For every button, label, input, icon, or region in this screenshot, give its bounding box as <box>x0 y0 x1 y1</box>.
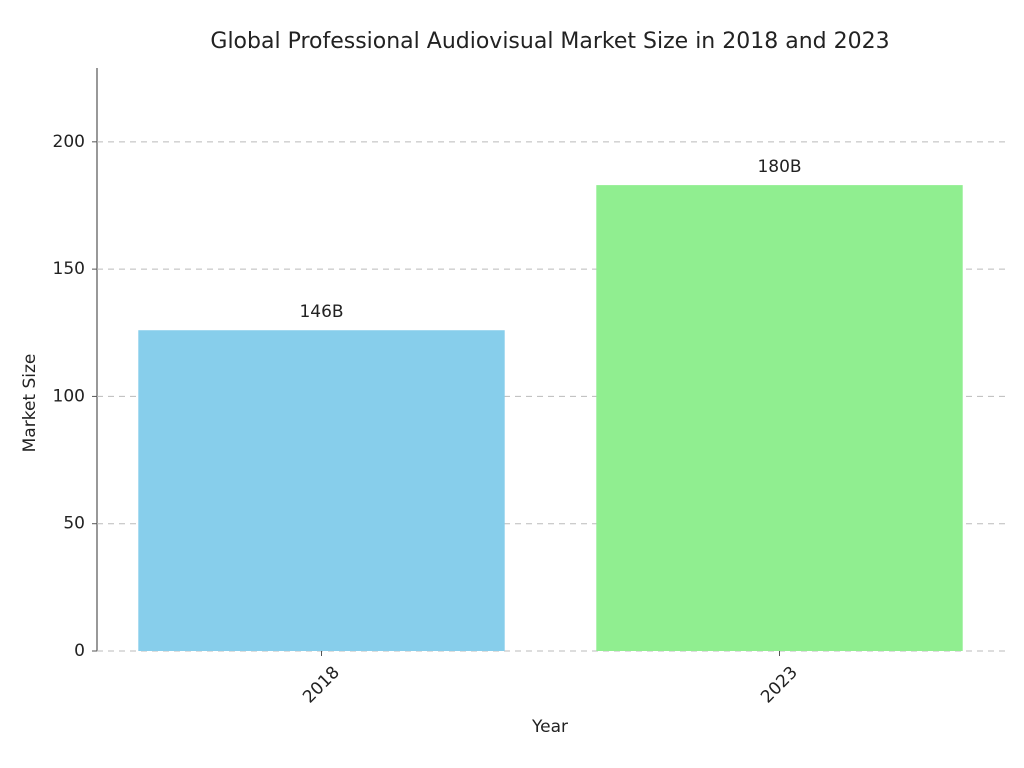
y-axis-label: Market Size <box>20 354 40 453</box>
y-tick-label: 150 <box>53 259 85 279</box>
x-tick-label: 2023 <box>757 663 802 708</box>
x-axis-label: Year <box>531 717 568 737</box>
chart-title: Global Professional Audiovisual Market S… <box>210 29 889 54</box>
y-tick-label: 0 <box>74 641 85 661</box>
bar <box>138 330 505 651</box>
x-tick-label: 2018 <box>299 663 344 708</box>
bar-annotation: 146B <box>299 302 343 322</box>
bar-annotation: 180B <box>757 157 801 177</box>
bar <box>596 185 963 651</box>
y-tick-label: 100 <box>53 386 85 406</box>
y-tick-label: 200 <box>53 132 85 152</box>
y-tick-label: 50 <box>63 514 85 534</box>
